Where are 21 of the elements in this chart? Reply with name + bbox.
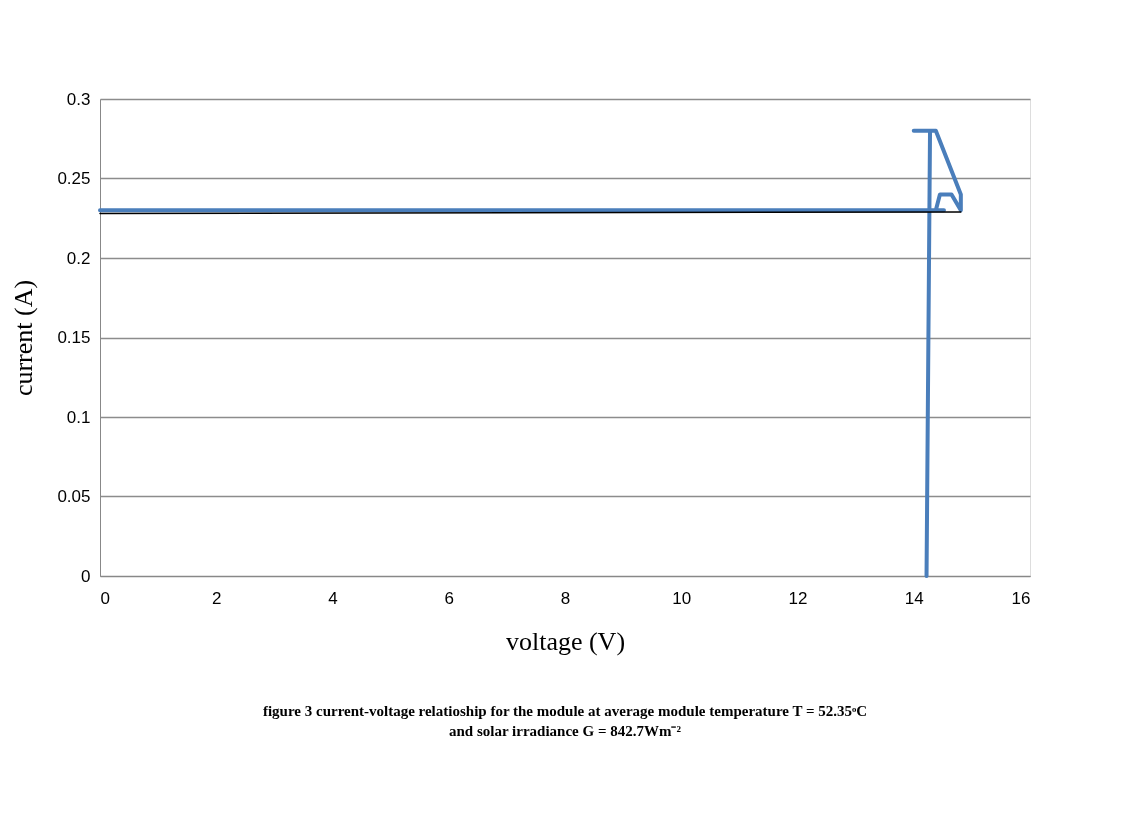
line-series [98,128,963,578]
caption: figure 3 current-voltage relatioship for the module at average module temperature T = 52.35ᵒC [262,703,868,719]
x-tick-label: 16 [1011,588,1031,608]
y-tick-label: 0.25 [57,169,91,188]
x-tick-label: 6 [444,588,454,608]
y-tick-label: 0.2 [66,248,91,268]
x-tick-label: 8 [560,588,571,608]
y-tick-label: 0.3 [66,89,91,109]
x-tick-label: 0 [100,588,110,608]
text: and solar irradiance G = 842.7Wm⁻² [449,723,682,739]
y-tick-label: 0.05 [57,487,91,506]
x-tick-label: 10 [672,588,692,608]
y-tick-label: 0 [81,566,91,586]
y-tick-label: 0.1 [66,407,91,427]
x-tick-label: 2 [212,588,222,608]
x-tick-label: 4 [328,588,338,608]
x-axis-title: voltage (V) [505,626,626,656]
y-tick-label: 0.15 [57,328,91,347]
y-axis-title: current (A) [9,279,39,397]
x-tick-label: 12 [788,588,808,608]
x-tick-label: 14 [904,588,924,608]
